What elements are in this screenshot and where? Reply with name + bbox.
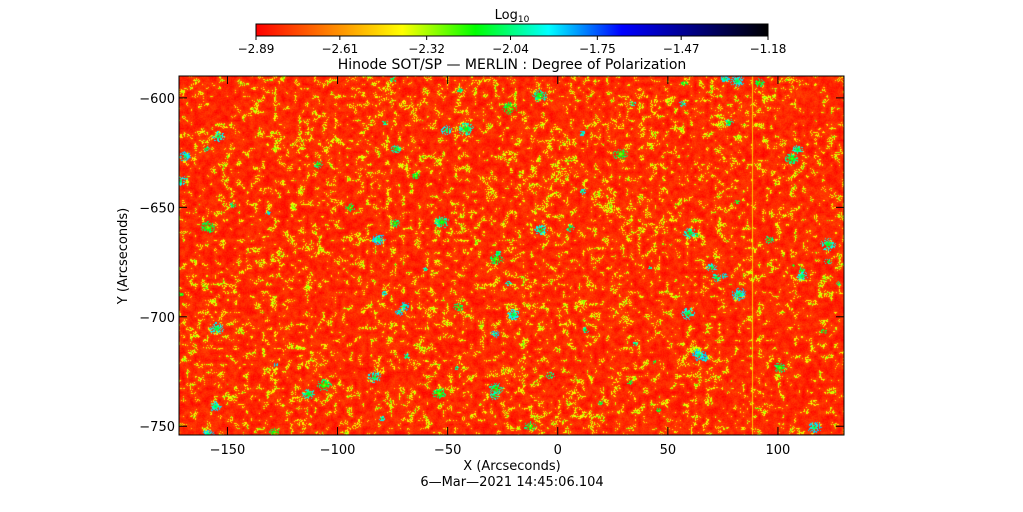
x-tick-label: −150 xyxy=(210,443,246,458)
colorbar-tick-label: −2.61 xyxy=(321,42,358,56)
x-axis-ticks: −150 −100 −50 0 50 100 xyxy=(210,76,791,458)
x-tick-label: −100 xyxy=(320,443,356,458)
plot-area: −150 −100 −50 0 50 100 −600 −650 −700 −750 xyxy=(139,75,845,458)
colorbar-ticks: −2.89 −2.61 −2.32 −2.04 −1.75 −1.47 −1.18 xyxy=(238,36,787,56)
timestamp: 6—Mar—2021 14:45:06.104 xyxy=(420,475,603,490)
x-tick-label: 100 xyxy=(766,443,791,458)
x-tick-label: 50 xyxy=(660,443,677,458)
y-tick-label: −600 xyxy=(139,92,175,107)
plot-frame xyxy=(178,75,845,436)
y-axis-label: Y (Arcseconds) xyxy=(116,208,131,305)
colorbar-tick-label: −2.04 xyxy=(492,42,529,56)
y-tick-label: −650 xyxy=(139,201,175,216)
polarization-heatmap xyxy=(179,76,844,435)
colorbar-label: Log10 xyxy=(495,8,530,25)
colorbar: Log10 −2.89 −2.61 −2.32 −2.04 −1.75 −1.47 −1.1… xyxy=(238,8,787,56)
x-axis-label: X (Arcseconds) xyxy=(463,459,560,474)
colorbar-gradient xyxy=(255,23,769,37)
colorbar-tick-label: −1.75 xyxy=(579,42,616,56)
y-tick-label: −750 xyxy=(139,420,175,435)
x-tick-label: −50 xyxy=(434,443,461,458)
y-axis-ticks: −600 −650 −700 −750 xyxy=(139,92,844,435)
x-tick-label: 0 xyxy=(554,443,562,458)
colorbar-tick-label: −2.89 xyxy=(238,42,275,56)
colorbar-tick-label: −1.47 xyxy=(663,42,700,56)
colorbar-label-base: Log xyxy=(495,8,518,23)
colorbar-tick-label: −1.18 xyxy=(750,42,787,56)
colorbar-tick-label: −2.32 xyxy=(408,42,445,56)
chart-title: Hinode SOT/SP — MERLIN : Degree of Polar… xyxy=(338,57,687,73)
colorbar-label-sub: 10 xyxy=(518,15,530,25)
y-tick-label: −700 xyxy=(139,311,175,326)
